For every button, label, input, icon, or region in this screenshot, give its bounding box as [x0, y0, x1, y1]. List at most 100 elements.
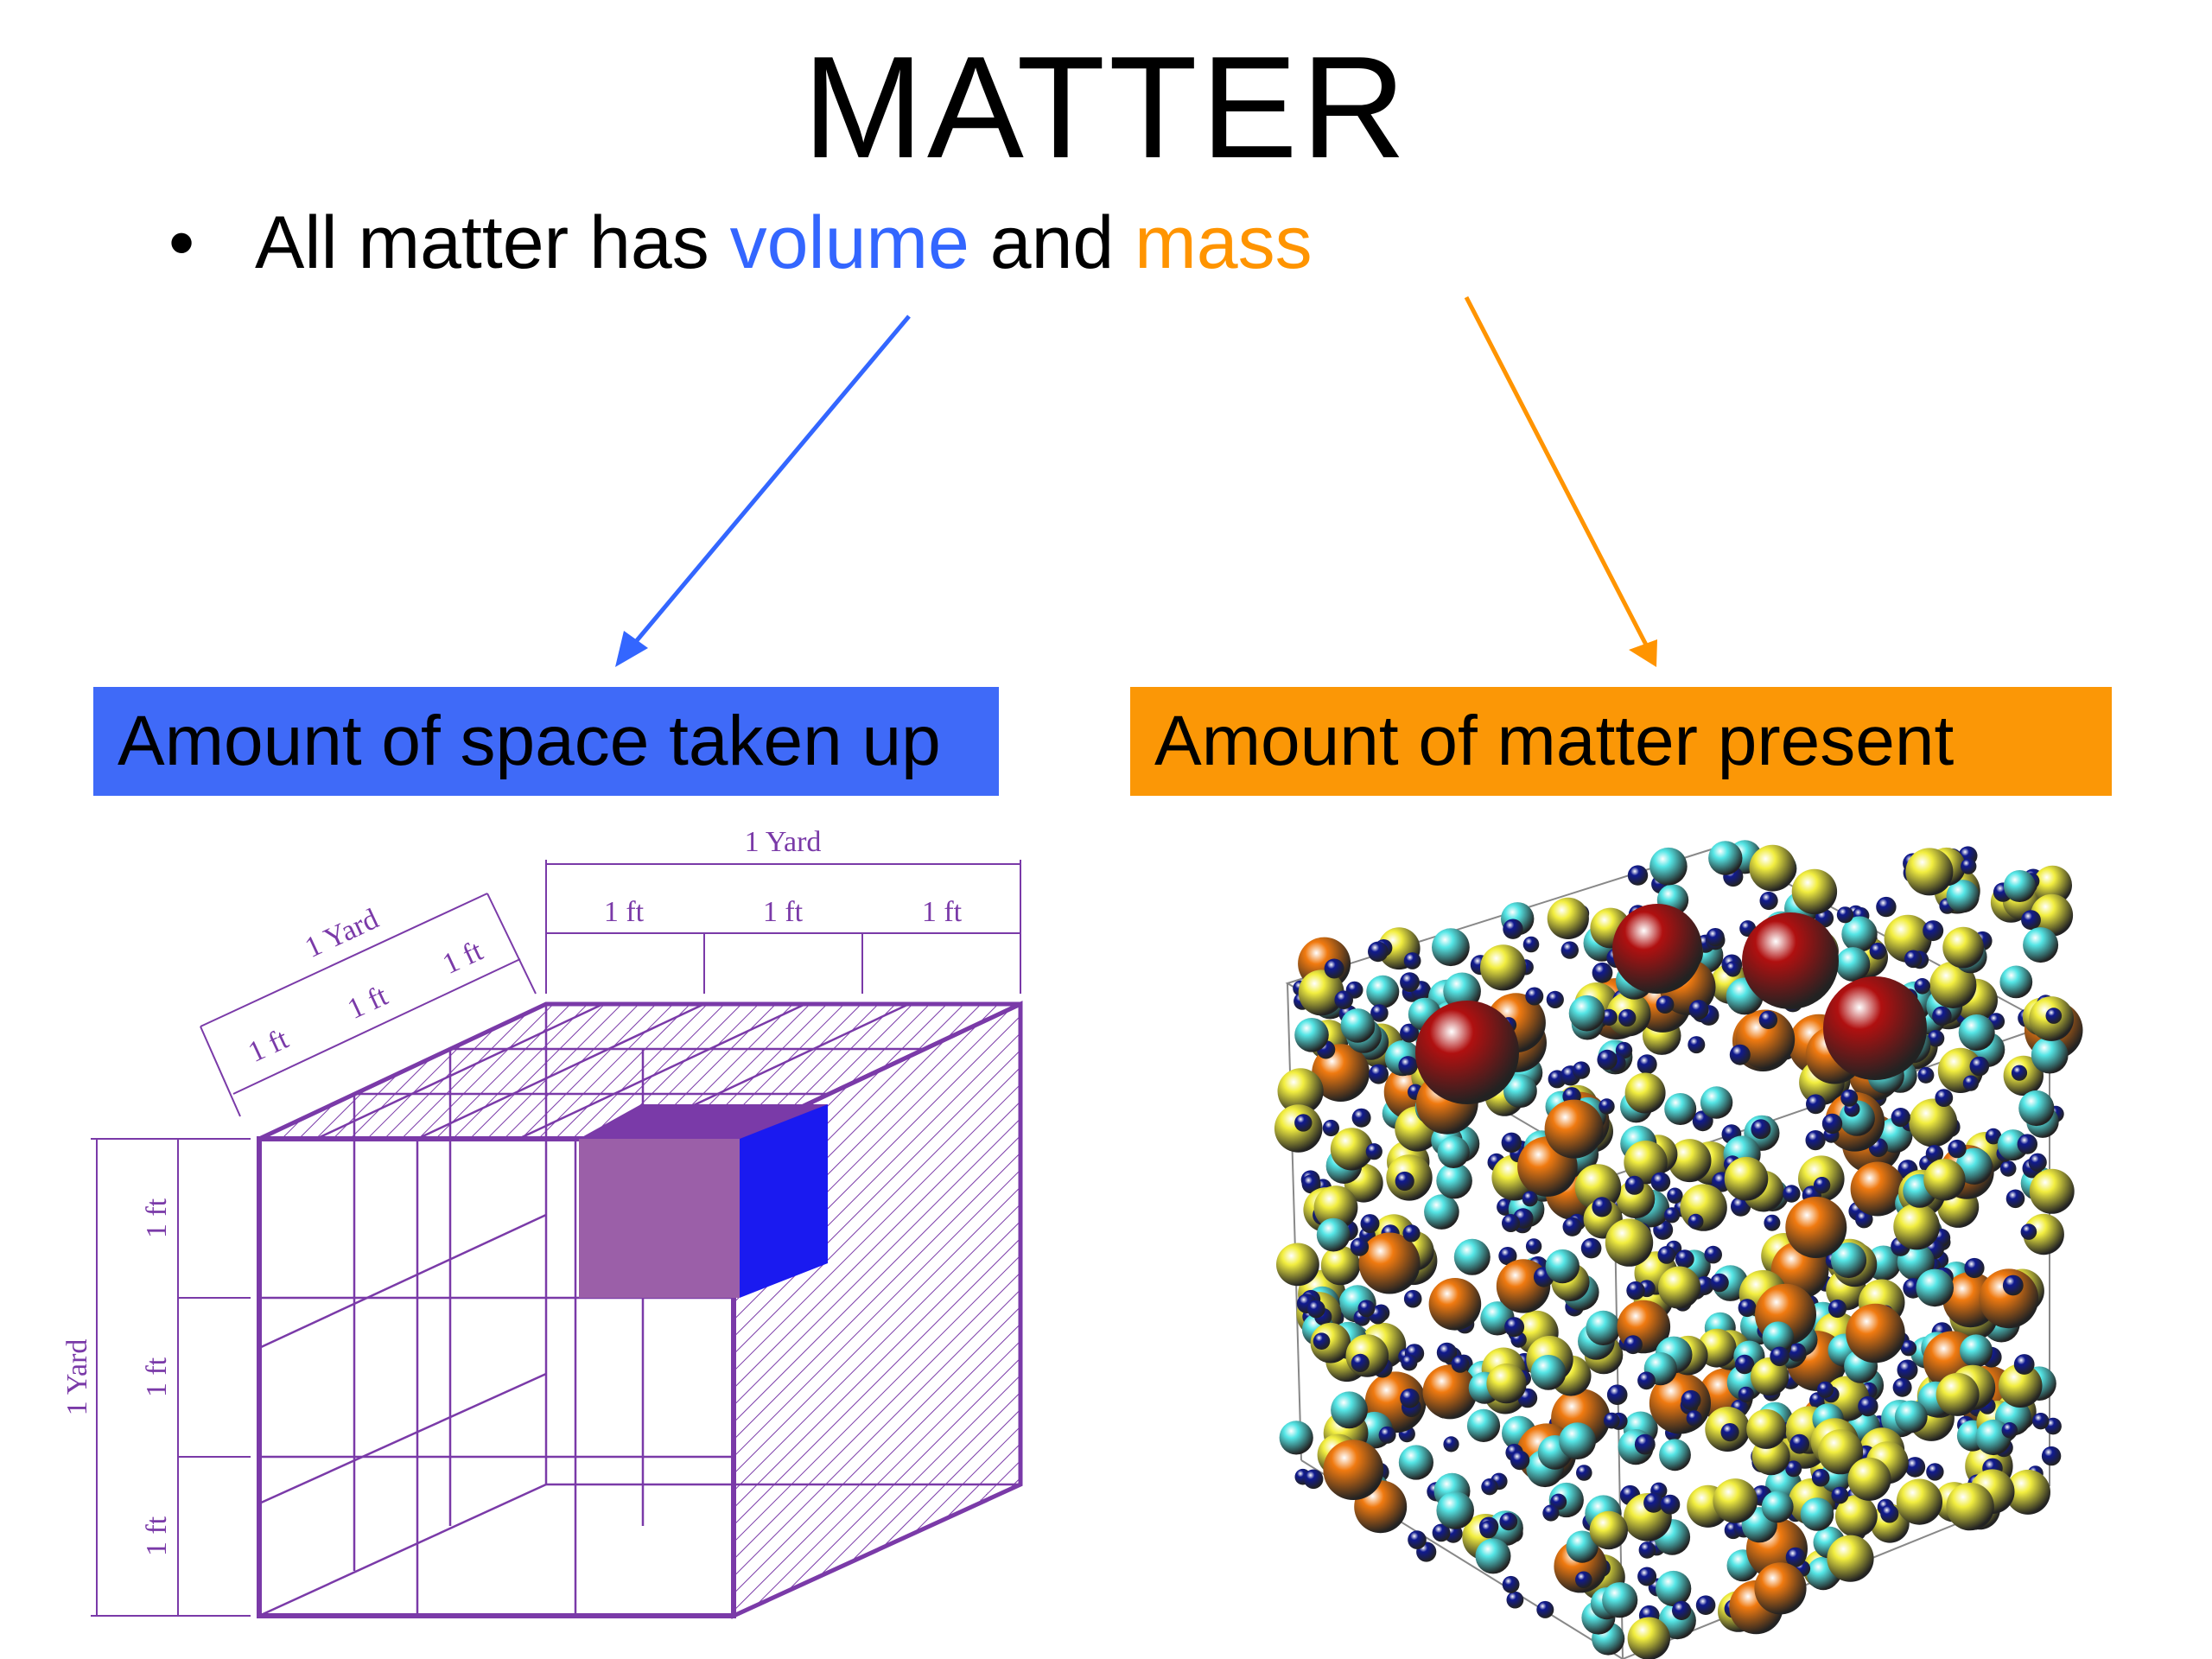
yellow-sphere — [1627, 1617, 1670, 1659]
yellow-sphere — [2003, 1055, 2044, 1096]
cyan-sphere — [1844, 1349, 1878, 1383]
navy-sphere — [1618, 1335, 1635, 1351]
navy-sphere — [1859, 931, 1878, 950]
yellow-sphere — [1923, 1159, 1966, 1201]
navy-sphere — [1897, 1359, 1918, 1381]
yellow-sphere — [1710, 963, 1751, 1004]
cyan-sphere — [1867, 1057, 1904, 1094]
cyan-sphere — [2018, 1090, 2055, 1127]
yellow-sphere — [1583, 1199, 1623, 1239]
cyan-sphere — [1519, 1256, 1554, 1292]
orange-sphere — [1755, 1283, 1816, 1345]
yellow-sphere — [1514, 1310, 1559, 1355]
navy-sphere — [1891, 1332, 1910, 1350]
cyan-sphere — [1304, 1286, 1340, 1322]
cyan-sphere — [1571, 1007, 1604, 1040]
navy-sphere — [1813, 1177, 1831, 1194]
yellow-sphere — [1317, 1433, 1360, 1477]
navy-sphere — [1680, 1396, 1699, 1414]
navy-sphere — [1903, 853, 1923, 874]
navy-sphere — [1825, 1252, 1843, 1270]
navy-sphere — [1433, 1093, 1451, 1110]
navy-sphere — [1787, 1504, 1804, 1522]
yellow-sphere — [1835, 1495, 1878, 1538]
navy-sphere — [2020, 1224, 2037, 1240]
navy-sphere — [1993, 882, 2013, 902]
navy-sphere — [1618, 1008, 1637, 1027]
volume-definition-box: Amount of space taken up — [93, 687, 999, 796]
cyan-sphere — [1727, 840, 1762, 874]
navy-sphere — [2023, 873, 2040, 890]
yellow-sphere — [1462, 1514, 1510, 1560]
navy-sphere — [1940, 1116, 1961, 1138]
navy-sphere — [1772, 1338, 1791, 1357]
yellow-sphere — [1484, 1370, 1527, 1414]
cyan-sphere — [1960, 1334, 1993, 1368]
navy-sphere — [1351, 1144, 1372, 1165]
top-ft-label-1: 1 ft — [604, 896, 645, 928]
navy-sphere — [1919, 1155, 1936, 1173]
navy-sphere — [1675, 1249, 1694, 1268]
cyan-sphere — [1331, 1391, 1368, 1429]
yellow-sphere — [1999, 1268, 2044, 1313]
yellow-sphere — [1742, 1170, 1784, 1212]
yellow-sphere — [1668, 1139, 1712, 1183]
cyan-sphere — [1366, 975, 1400, 1008]
navy-sphere — [1783, 991, 1803, 1013]
cyan-sphere — [1466, 1360, 1499, 1393]
orange-sphere — [1786, 1331, 1847, 1391]
cyan-sphere — [1384, 1040, 1421, 1077]
cyan-sphere — [1475, 1538, 1511, 1574]
navy-sphere — [1866, 1332, 1886, 1352]
yellow-sphere — [1959, 1488, 2000, 1530]
navy-sphere — [1599, 1098, 1615, 1115]
navy-sphere — [1345, 981, 1363, 999]
cyan-sphere — [1353, 1024, 1389, 1060]
navy-sphere — [1351, 1108, 1371, 1128]
yellow-sphere — [1794, 929, 1839, 974]
yellow-sphere — [1484, 1077, 1525, 1116]
cyan-sphere — [1620, 1125, 1657, 1162]
cyan-sphere — [1771, 1332, 1808, 1369]
navy-sphere — [1610, 1412, 1628, 1430]
cyan-sphere — [1508, 1192, 1545, 1228]
navy-sphere — [1931, 1228, 1951, 1248]
navy-sphere — [1787, 1343, 1807, 1362]
yellow-sphere — [1827, 1535, 1874, 1582]
navy-sphere — [1306, 988, 1323, 1006]
cyan-sphere — [1726, 1363, 1764, 1402]
cyan-sphere — [1726, 977, 1764, 1015]
cyan-sphere — [1431, 1124, 1463, 1157]
navy-sphere — [1911, 1045, 1928, 1061]
cyan-sphere — [1895, 1187, 1927, 1219]
depth-yard-label: 1 Yard — [300, 903, 383, 964]
cyan-sphere — [1946, 880, 1980, 913]
navy-sphere — [1353, 1309, 1370, 1326]
navy-sphere — [1868, 1138, 1888, 1158]
particle-box-outline — [1285, 845, 2052, 1659]
yellow-sphere — [1890, 1021, 1938, 1070]
slide-title: MATTER — [802, 26, 1410, 188]
navy-sphere — [1910, 950, 1929, 969]
navy-sphere — [1939, 898, 1955, 914]
orange-sphere — [1486, 993, 1546, 1053]
navy-sphere — [1943, 848, 1962, 868]
navy-sphere — [1499, 1512, 1518, 1531]
yellow-sphere — [2005, 1469, 2050, 1515]
cube-top-face — [257, 1001, 1022, 1141]
yellow-sphere — [1320, 1245, 1361, 1286]
cyan-sphere — [1382, 1097, 1414, 1129]
cyan-sphere — [1969, 1032, 2005, 1068]
navy-sphere — [1665, 1424, 1682, 1441]
navy-sphere — [1840, 1089, 1859, 1107]
navy-sphere — [1739, 920, 1757, 938]
navy-sphere — [1751, 1485, 1772, 1506]
navy-sphere — [1303, 1469, 1324, 1490]
navy-sphere — [1951, 1500, 1971, 1520]
cyan-sphere — [1955, 1147, 1993, 1185]
navy-sphere — [1300, 1170, 1320, 1190]
yellow-sphere — [1847, 936, 1888, 978]
cyan-sphere — [1568, 995, 1605, 1032]
yellow-sphere — [1411, 1054, 1455, 1098]
navy-sphere — [1926, 1463, 1944, 1481]
